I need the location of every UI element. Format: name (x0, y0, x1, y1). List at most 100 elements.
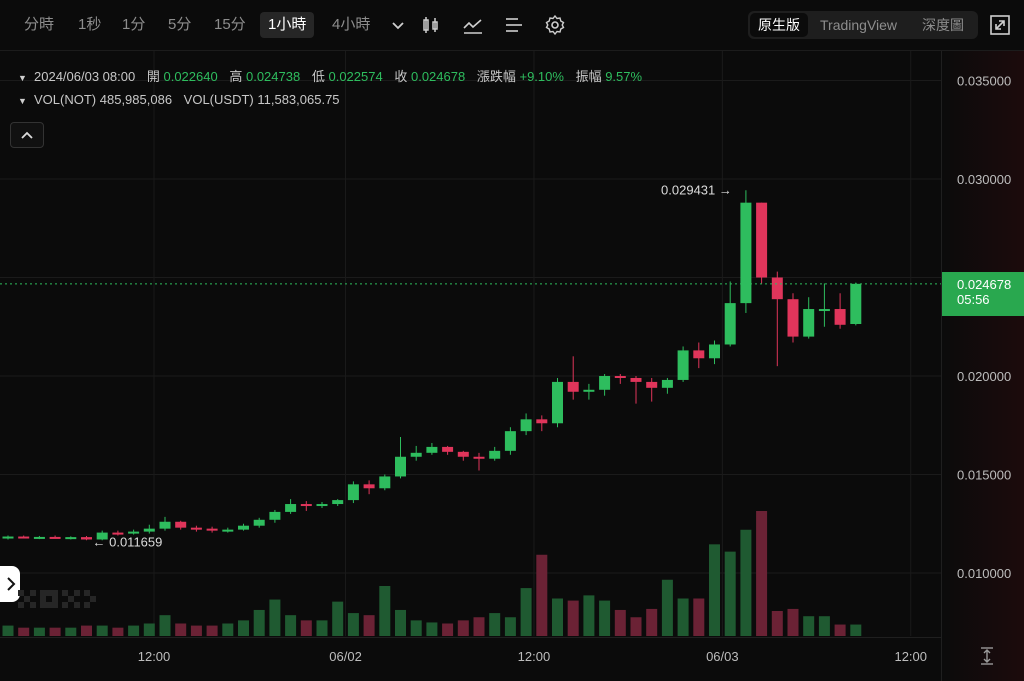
candle-body (395, 456, 406, 477)
gear-icon[interactable] (543, 13, 567, 37)
candle-body (269, 511, 281, 520)
volume-bar (379, 586, 391, 636)
expand-sidebar-button[interactable] (0, 566, 20, 602)
collapse-caret-icon[interactable]: ▼ (18, 96, 27, 106)
candle-body (834, 309, 846, 325)
candle-body (347, 484, 359, 501)
axis-scale-icon[interactable] (978, 646, 996, 666)
volume-bar (740, 529, 752, 636)
change-value: +9.10% (519, 69, 564, 84)
volume-bar (395, 609, 406, 636)
candle-body (756, 202, 768, 278)
tab-timeframe-1h[interactable]: 1小時 (260, 12, 315, 38)
okx-watermark-logo (18, 590, 96, 608)
fullscreen-icon[interactable] (988, 13, 1012, 37)
candle-body (300, 504, 312, 507)
tab-timeframe-5m[interactable]: 5分 (168, 16, 192, 33)
volume-bar (143, 623, 155, 636)
volume-bar (300, 620, 312, 636)
min-price-label: ← 0.011659 (93, 534, 163, 549)
candle-body (818, 309, 830, 312)
volume-legend: ▼ VOL(NOT) 485,985,086 VOL(USDT) 11,583,0… (18, 92, 340, 107)
price-axis-background (942, 51, 1024, 681)
candle-body (740, 202, 752, 304)
volume-bar (599, 600, 611, 636)
candle-body (65, 537, 77, 540)
view-switcher: 原生版 TradingView 深度圖 (748, 11, 978, 39)
change-label: 漲跌幅 (476, 69, 516, 84)
volume-bar (834, 624, 846, 636)
candle-body (410, 452, 422, 457)
volume-bar (49, 627, 61, 636)
tab-timeframe-1m[interactable]: 1分 (122, 16, 146, 33)
volume-bar (222, 623, 234, 636)
volume-bar (630, 617, 642, 636)
volume-bar (190, 625, 202, 636)
price-axis-border (941, 51, 942, 681)
candle-body (316, 504, 328, 507)
tab-timeframe-1s[interactable]: 1秒 (78, 16, 102, 33)
settings-list-icon[interactable] (502, 13, 526, 37)
candle-body (96, 532, 108, 540)
candle-countdown: 05:56 (957, 292, 990, 307)
volume-bar (238, 620, 249, 636)
last-price-tag: 0.024678 05:56 (942, 272, 1024, 316)
tab-depth-chart[interactable]: 深度圖 (922, 17, 964, 33)
candle-body (457, 451, 469, 457)
volume-bar (442, 623, 454, 636)
volume-bar (489, 613, 501, 636)
candle-body (442, 446, 454, 452)
ohlc-legend: ▼ 2024/06/03 08:00 開 0.022640 高 0.024738 … (18, 66, 642, 85)
volume-bar (818, 616, 830, 636)
high-label: 高 (229, 69, 243, 84)
collapse-caret-icon[interactable]: ▼ (18, 73, 27, 83)
volume-bar (677, 598, 689, 636)
volume-bar (520, 588, 532, 636)
tab-native-view[interactable]: 原生版 (750, 13, 808, 37)
tab-timeframe-4h[interactable]: 4小時 (332, 16, 371, 33)
candle-body (489, 450, 501, 459)
candle-body (850, 283, 862, 324)
tab-tradingview[interactable]: TradingView (820, 17, 898, 33)
candle-body (175, 521, 187, 528)
volume-bar (332, 601, 344, 636)
volume-bar (285, 615, 297, 636)
candle-body (520, 419, 532, 432)
candle-body (33, 536, 45, 539)
candle-body (771, 277, 783, 300)
y-tick-label: 0.015000 (957, 467, 1011, 482)
candle-body (599, 376, 611, 390)
tab-timeframe-time[interactable]: 分時 (24, 16, 55, 33)
indicator-icon[interactable] (461, 13, 485, 37)
chevron-down-icon[interactable] (386, 13, 410, 37)
candle-body (709, 344, 720, 359)
volume-bar (724, 551, 736, 636)
candle-body (536, 419, 548, 424)
candle-body (426, 446, 438, 453)
volume-bar (709, 544, 720, 636)
volume-bar (347, 613, 359, 636)
low-label: 低 (311, 69, 325, 84)
candle-body (143, 528, 155, 532)
collapse-legend-button[interactable] (10, 122, 44, 148)
x-tick-label: 06/03 (706, 649, 739, 664)
x-tick-label: 12:00 (894, 649, 927, 664)
open-label: 開 (146, 69, 160, 84)
y-tick-label: 0.010000 (957, 566, 1011, 581)
candle-body (18, 536, 30, 539)
ohlc-date: 2024/06/03 08:00 (34, 69, 136, 84)
volume-bar (850, 624, 862, 636)
volume-bar (614, 609, 626, 636)
tab-timeframe-15m[interactable]: 15分 (214, 16, 246, 33)
candle-body (285, 504, 297, 512)
volume-bar (175, 623, 187, 636)
volume-bar (756, 511, 768, 636)
candle-body (677, 350, 689, 380)
volume-bar (426, 622, 438, 636)
candle-style-icon[interactable] (419, 13, 443, 37)
volume-bar (646, 608, 658, 636)
x-tick-label: 12:00 (138, 649, 171, 664)
y-tick-label: 0.035000 (957, 74, 1011, 89)
volume-bar (693, 598, 705, 636)
